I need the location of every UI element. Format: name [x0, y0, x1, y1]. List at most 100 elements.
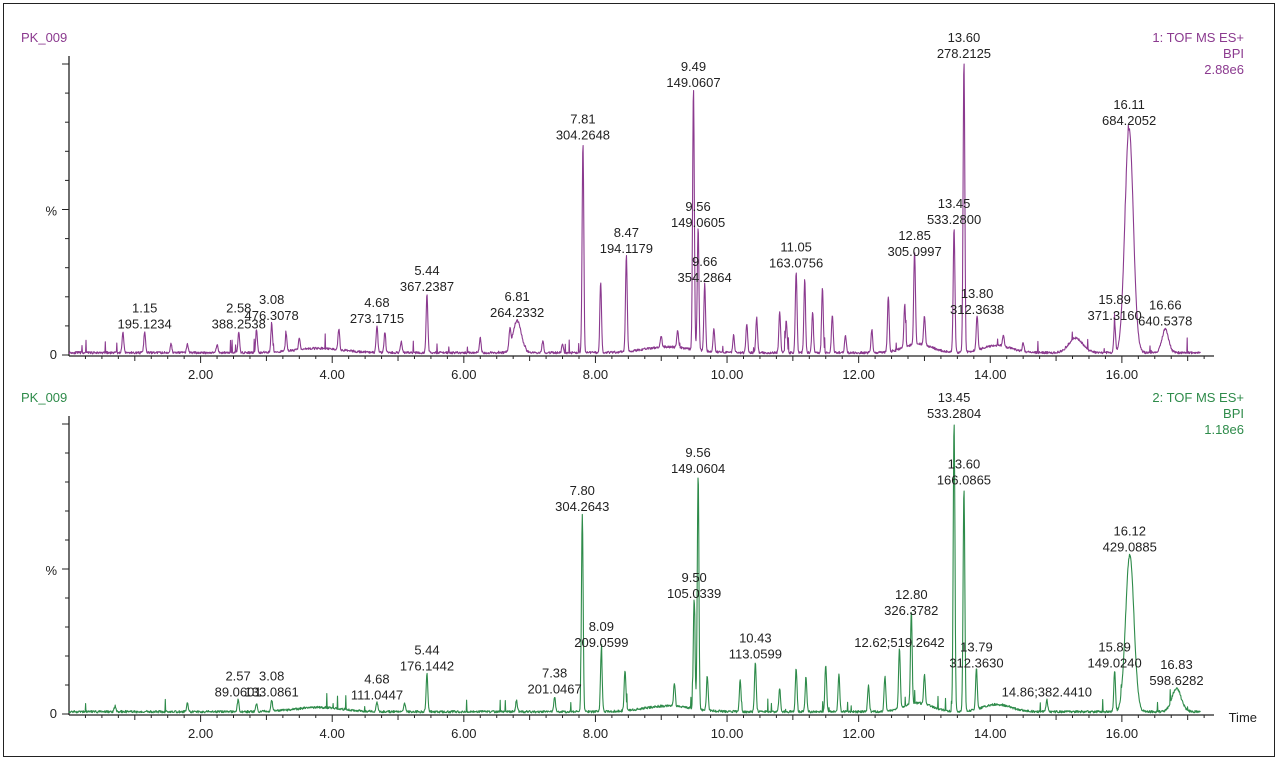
trace-label: 1: TOF MS ES+ [1152, 30, 1244, 45]
peak-label: 195.1234 [118, 317, 172, 332]
peak-label: 113.0599 [729, 647, 782, 662]
peak-label: 367.2387 [400, 279, 454, 294]
peak-label: 9.50 [681, 570, 706, 585]
peak-label: 105.0339 [667, 586, 721, 601]
peak-label: 476.3078 [245, 308, 299, 323]
peak-label: 10.43 [739, 631, 772, 646]
peak-label: 15.89 [1098, 292, 1131, 307]
peak-label: 278.2125 [937, 46, 991, 61]
peak-label: 5.44 [414, 263, 439, 278]
x-tick-label: 16.00 [1106, 367, 1139, 382]
x-tick-label: 10.00 [711, 367, 744, 382]
peak-label: 354.2864 [678, 270, 732, 285]
peak-label: 9.66 [692, 254, 717, 269]
peak-label: 166.0865 [937, 473, 991, 488]
peak-label: 312.3638 [950, 302, 1004, 317]
peak-label: 9.56 [685, 199, 710, 214]
trace-type-label: BPI [1223, 46, 1244, 61]
peak-label: 640.5378 [1138, 314, 1192, 329]
peak-label: 12.62;519.2642 [854, 635, 944, 650]
x-tick-label: 16.00 [1106, 726, 1139, 741]
peak-label: 326.3782 [884, 603, 938, 618]
peak-label: 305.0997 [887, 244, 941, 259]
peak-label: 4.68 [364, 295, 389, 310]
peak-label: 5.44 [414, 642, 439, 657]
x-tick-label: 14.00 [974, 367, 1007, 382]
intensity-label: 2.88e6 [1204, 62, 1244, 77]
peak-label: 4.68 [364, 671, 389, 686]
peak-label: 7.81 [570, 111, 595, 126]
peak-label: 264.2332 [490, 305, 544, 320]
peak-label: 304.2643 [555, 499, 609, 514]
peak-label: 149.0607 [666, 75, 720, 90]
peak-label: 149.0240 [1088, 655, 1142, 670]
trace-type-label: BPI [1223, 406, 1244, 421]
peak-label: 15.89 [1098, 639, 1131, 654]
intensity-label: 1.18e6 [1204, 422, 1244, 437]
peak-label: 273.1715 [350, 311, 404, 326]
x-tick-label: 12.00 [842, 367, 875, 382]
peak-label: 13.79 [960, 639, 993, 654]
peak-label: 133.0861 [245, 684, 299, 699]
peak-label: 194.1179 [600, 241, 653, 256]
peak-label: 3.08 [259, 292, 284, 307]
peak-label: 163.0756 [769, 256, 823, 271]
sample-label: PK_009 [21, 390, 67, 405]
peak-label: 7.38 [542, 666, 567, 681]
peak-label: 371.3160 [1088, 308, 1142, 323]
peak-label: 2.58 [226, 301, 251, 316]
peak-label: 209.0599 [574, 635, 628, 650]
peak-label: 533.2800 [927, 212, 981, 227]
peak-label: 111.0447 [351, 687, 403, 702]
peak-label: 13.60 [948, 30, 981, 45]
peak-label: 8.09 [589, 619, 614, 634]
peak-label: 429.0885 [1103, 539, 1157, 554]
peak-label: 12.85 [898, 228, 931, 243]
peak-label: 312.3630 [949, 655, 1003, 670]
peak-label: 388.2538 [212, 317, 266, 332]
peak-label: 1.15 [132, 301, 157, 316]
peak-label: 149.0605 [671, 215, 725, 230]
trace-line [68, 63, 1201, 355]
x-tick-label: 8.00 [583, 367, 608, 382]
peak-label: 304.2648 [556, 127, 610, 142]
peak-label: 6.81 [504, 289, 529, 304]
x-tick-label: 8.00 [583, 726, 608, 741]
x-tick-label: 4.00 [320, 726, 345, 741]
peak-label: 16.66 [1149, 298, 1182, 313]
y-axis-label: % [45, 563, 57, 578]
y-axis-label: % [45, 204, 57, 219]
peak-label: 149.0604 [671, 461, 725, 476]
peak-label: 13.45 [938, 196, 971, 211]
trace-line [68, 424, 1201, 714]
peak-label: 3.08 [259, 668, 284, 683]
peak-label: 9.56 [685, 445, 710, 460]
peak-label: 16.83 [1160, 657, 1193, 672]
peak-label: 9.49 [681, 59, 706, 74]
y-tick-label-zero: 0 [50, 347, 57, 362]
sample-label: PK_009 [21, 30, 67, 45]
peak-label: 13.60 [948, 457, 981, 472]
x-tick-label: 4.00 [320, 367, 345, 382]
peak-label: 533.2804 [927, 406, 981, 421]
x-tick-label: 2.00 [188, 726, 213, 741]
peak-label: 2.57 [225, 668, 250, 683]
x-tick-label: 6.00 [451, 367, 476, 382]
peak-label: 201.0467 [528, 682, 582, 697]
chromatogram-figure: PK_009 1: TOF MS ES+ BPI 2.88e6 0% 2.00 4.00 6.… [3, 3, 1275, 757]
peak-label: 16.11 [1113, 97, 1145, 112]
peak-label: 8.47 [614, 225, 639, 240]
peak-label: 89.0601 [215, 684, 262, 699]
peak-label: 7.80 [570, 483, 595, 498]
peak-label: 12.80 [895, 587, 928, 602]
x-axis-label: Time [1229, 710, 1257, 725]
peak-label: 13.80 [961, 286, 994, 301]
x-tick-label: 14.00 [974, 726, 1007, 741]
peak-label: 16.12 [1113, 523, 1146, 538]
x-tick-label: 10.00 [711, 726, 744, 741]
peak-label: 684.2052 [1102, 113, 1156, 128]
peak-label: 598.6282 [1149, 673, 1203, 688]
x-tick-label: 6.00 [451, 726, 476, 741]
x-tick-label: 2.00 [188, 367, 213, 382]
